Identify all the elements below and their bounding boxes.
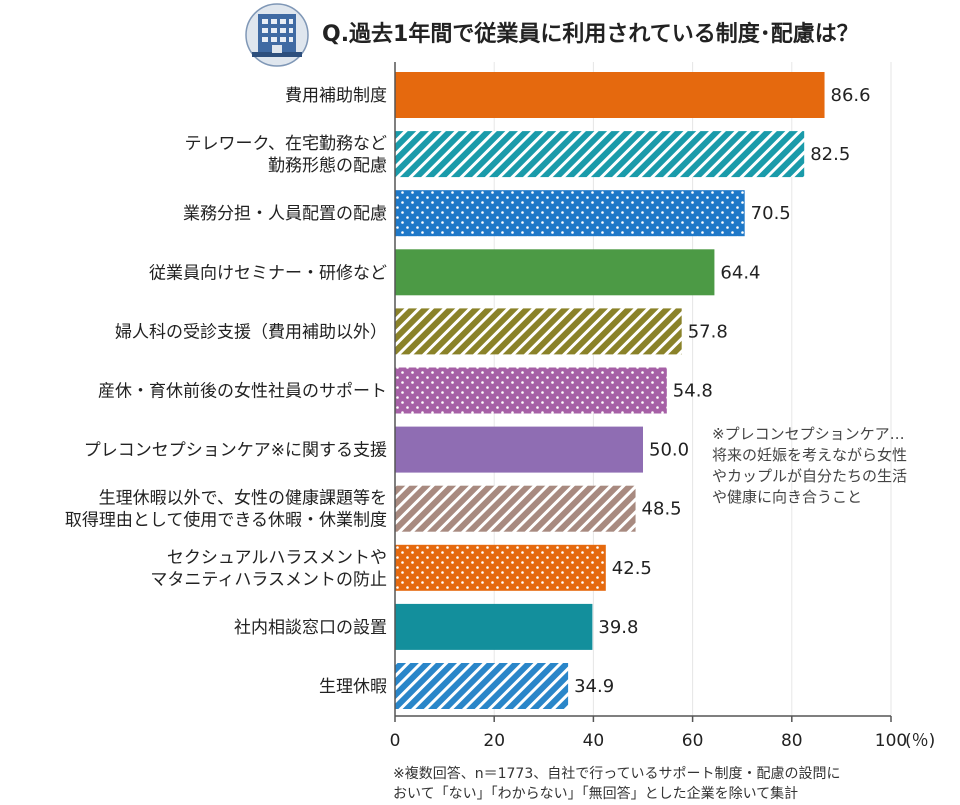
footnote-line: おいて「ない」「わからない」「無回答」とした企業を除いて集計 <box>393 785 798 802</box>
x-axis-unit: (％) <box>905 731 935 751</box>
value-label: 57.8 <box>688 321 728 342</box>
office-building-icon <box>245 3 309 67</box>
note-block: ※プレコンセプションケア… 将来の妊娠を考えながら女性 やカップルが自分たちの生… <box>712 425 907 506</box>
category-label: 費用補助制度 <box>285 86 387 106</box>
note-line: 将来の妊娠を考えながら女性 <box>712 446 907 464</box>
bar <box>395 72 825 118</box>
x-tick-label: 100 <box>875 731 907 751</box>
bar <box>395 544 606 591</box>
note-line: ※プレコンセプションケア… <box>712 425 905 443</box>
category-label: 業務分担・人員配置の配慮 <box>183 204 387 224</box>
value-label: 50.0 <box>649 440 689 461</box>
bar <box>395 308 682 355</box>
x-tick-label: 40 <box>583 731 605 751</box>
bar <box>395 131 805 178</box>
footnote: ※複数回答、n＝1773、自社で行っているサポート制度・配慮の設問に おいて「な… <box>393 765 841 802</box>
category-label: 産休・育休前後の女性社員のサポート <box>98 382 387 402</box>
bar <box>395 367 667 414</box>
value-label: 42.5 <box>612 558 652 579</box>
value-label: 64.4 <box>720 262 760 283</box>
bar <box>395 190 745 237</box>
note-line: やカップルが自分たちの生活 <box>712 467 907 485</box>
value-label: 39.8 <box>598 617 638 638</box>
category-label: 生理休暇 <box>319 677 387 697</box>
footnote-line: ※複数回答、n＝1773、自社で行っているサポート制度・配慮の設問に <box>393 765 841 782</box>
x-tick-label: 80 <box>781 731 803 751</box>
bar <box>395 249 715 296</box>
category-label: 勤務形態の配慮 <box>268 156 387 176</box>
category-label: 社内相談窓口の設置 <box>234 618 387 638</box>
x-tick-label: 60 <box>682 731 704 751</box>
bar <box>395 485 636 532</box>
category-label: 取得理由として使用できる休暇・休業制度 <box>65 510 387 531</box>
value-label: 86.6 <box>831 85 871 106</box>
category-label: セクシュアルハラスメントや <box>167 548 387 568</box>
category-label: プレコンセプションケア※に関する支援 <box>84 441 387 461</box>
category-label: 従業員向けセミナー・研修など <box>149 263 387 283</box>
bar <box>395 603 593 650</box>
value-label: 48.5 <box>642 499 682 520</box>
note-line: や健康に向き合うこと <box>712 488 862 506</box>
value-label: 70.5 <box>751 203 791 224</box>
bar <box>395 426 643 473</box>
x-tick-label: 0 <box>390 731 401 751</box>
category-label: 婦人科の受診支援（費用補助以外） <box>115 322 387 342</box>
category-label: 生理休暇以外で、女性の健康課題等を <box>99 489 387 509</box>
bar <box>395 663 569 709</box>
category-label: マタニティハラスメントの防止 <box>150 570 387 590</box>
chart-title: Q.過去1年間で従業員に利用されている制度･配慮は？ <box>322 21 859 47</box>
category-label: テレワーク、在宅勤務など <box>185 134 387 154</box>
value-label: 34.9 <box>574 676 614 697</box>
value-label: 82.5 <box>810 144 850 165</box>
value-label: 54.8 <box>673 381 713 402</box>
x-tick-label: 20 <box>483 731 505 751</box>
